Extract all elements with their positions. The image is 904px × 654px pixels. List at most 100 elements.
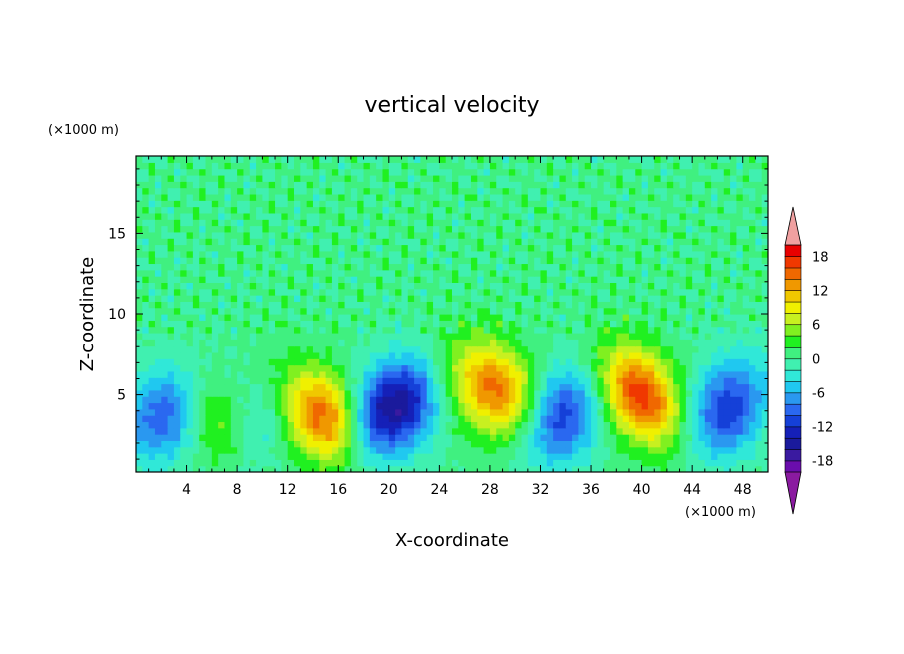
heatmap-cell: [622, 383, 630, 391]
heatmap-cell: [641, 276, 649, 283]
heatmap-cell: [452, 156, 459, 163]
heatmap-cell: [363, 282, 371, 290]
heatmap-cell: [344, 351, 352, 359]
heatmap-cell: [433, 370, 440, 378]
heatmap-cell: [433, 415, 440, 423]
heatmap-cell: [685, 351, 693, 359]
heatmap-cell: [679, 200, 687, 208]
heatmap-cell: [287, 212, 295, 220]
heatmap-cell: [287, 459, 295, 467]
heatmap-cell: [350, 219, 358, 227]
heatmap-cell: [211, 301, 219, 309]
heatmap-cell: [698, 219, 706, 227]
heatmap-cell: [742, 231, 750, 239]
heatmap-cell: [136, 212, 143, 220]
heatmap-cell: [704, 408, 712, 416]
heatmap-cell: [414, 465, 421, 472]
heatmap-cell: [344, 162, 352, 170]
heatmap-cell: [433, 269, 440, 277]
heatmap-cell: [673, 181, 681, 189]
heatmap-cell: [654, 238, 662, 246]
heatmap-cell: [591, 364, 598, 372]
heatmap-cell: [136, 231, 143, 239]
heatmap-cell: [711, 389, 719, 397]
heatmap-cell: [723, 307, 731, 315]
heatmap-cell: [508, 212, 516, 220]
heatmap-cell: [572, 427, 579, 435]
heatmap-cell: [477, 257, 485, 265]
heatmap-cell: [622, 440, 630, 448]
heatmap-cell: [458, 206, 466, 214]
heatmap-cell: [230, 402, 238, 410]
heatmap-cell: [237, 181, 245, 189]
heatmap-cell: [287, 181, 295, 189]
heatmap-cell: [483, 408, 491, 416]
heatmap-cell: [148, 364, 156, 372]
heatmap-cell: [521, 320, 529, 328]
heatmap-cell: [344, 339, 352, 347]
heatmap-cell: [173, 257, 181, 265]
heatmap-cell: [761, 174, 768, 182]
heatmap-cell: [616, 320, 624, 328]
heatmap-cell: [237, 415, 245, 423]
heatmap-cell: [730, 427, 737, 435]
heatmap-cell: [565, 200, 573, 208]
heatmap-cell: [439, 415, 447, 423]
heatmap-cell: [363, 389, 371, 397]
heatmap-cell: [603, 250, 611, 258]
heatmap-cell: [527, 225, 535, 233]
heatmap-cell: [331, 326, 339, 334]
heatmap-cell: [218, 453, 226, 460]
heatmap-cell: [647, 225, 655, 233]
heatmap-cell: [521, 288, 529, 296]
heatmap-cell: [306, 339, 314, 347]
heatmap-cell: [262, 276, 270, 283]
heatmap-cell: [376, 427, 384, 435]
heatmap-cell: [704, 200, 712, 208]
heatmap-cell: [136, 314, 143, 321]
heatmap-cell: [136, 307, 143, 315]
heatmap-cell: [685, 370, 693, 378]
heatmap-cell: [559, 465, 567, 472]
heatmap-cell: [287, 440, 295, 448]
heatmap-cell: [192, 453, 200, 460]
heatmap-cell: [692, 219, 700, 227]
heatmap-cell: [357, 314, 365, 321]
heatmap-cell: [496, 269, 504, 277]
heatmap-cell: [578, 383, 586, 391]
heatmap-cell: [559, 301, 567, 309]
heatmap-cell: [546, 377, 554, 385]
heatmap-cell: [369, 307, 377, 315]
heatmap-cell: [477, 396, 485, 404]
heatmap-cell: [647, 326, 655, 334]
heatmap-cell: [237, 364, 245, 372]
heatmap-cell: [382, 396, 390, 404]
heatmap-cell: [344, 269, 352, 277]
heatmap-cell: [749, 301, 756, 309]
heatmap-cell: [382, 174, 390, 182]
heatmap-cell: [407, 156, 415, 163]
heatmap-cell: [584, 440, 592, 448]
heatmap-cell: [483, 440, 491, 448]
heatmap-cell: [546, 231, 554, 239]
heatmap-cell: [730, 288, 737, 296]
heatmap-cell: [578, 162, 586, 170]
heatmap-cell: [761, 332, 768, 340]
heatmap-cell: [211, 408, 219, 416]
heatmap-cell: [761, 434, 768, 441]
heatmap-cell: [136, 402, 143, 410]
heatmap-cell: [540, 187, 548, 195]
heatmap-cell: [496, 415, 504, 423]
heatmap-cell: [344, 174, 352, 182]
heatmap-cell: [470, 434, 478, 441]
heatmap-cell: [546, 307, 554, 315]
heatmap-cell: [464, 174, 472, 182]
heatmap-cell: [319, 421, 327, 429]
heatmap-cell: [142, 231, 150, 239]
heatmap-cell: [369, 370, 377, 378]
heatmap-cell: [382, 465, 390, 472]
heatmap-cell: [616, 421, 624, 429]
heatmap-cell: [692, 314, 700, 321]
heatmap-cell: [376, 364, 384, 372]
heatmap-cell: [483, 269, 491, 277]
